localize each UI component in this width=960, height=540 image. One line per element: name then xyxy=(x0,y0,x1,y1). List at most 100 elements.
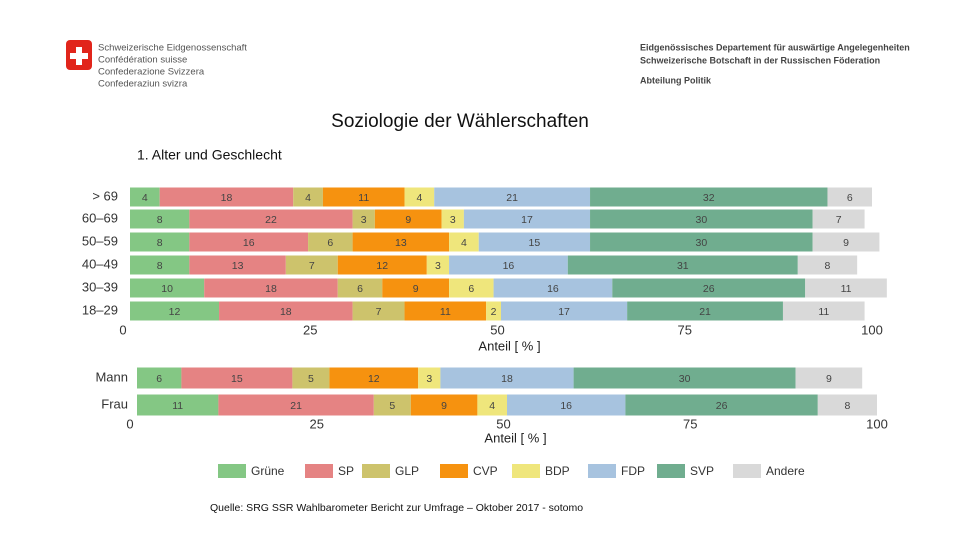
header-line: Schweizerische Eidgenossenschaft xyxy=(98,43,247,54)
value-label: 15 xyxy=(231,373,243,385)
value-label: 9 xyxy=(843,237,849,249)
value-label: 21 xyxy=(290,400,302,412)
bar-segment xyxy=(463,209,591,229)
x-tick-label: 25 xyxy=(310,416,324,431)
bar-segment xyxy=(189,255,286,275)
bar-segment xyxy=(337,255,427,275)
bar-segment xyxy=(204,278,338,298)
value-label: 3 xyxy=(450,214,456,226)
value-label: 4 xyxy=(142,192,148,204)
x-tick-label: 100 xyxy=(866,416,888,431)
value-label: 8 xyxy=(157,260,163,272)
header-line: Schweizerische Botschaft in der Russisch… xyxy=(640,55,880,65)
value-label: 7 xyxy=(376,306,382,318)
bar-segment xyxy=(501,301,628,321)
legend-label: GLP xyxy=(395,464,419,478)
bar-segment xyxy=(612,278,806,298)
bar-segment xyxy=(352,209,375,229)
legend-label: CVP xyxy=(473,464,498,478)
x-tick-label: 100 xyxy=(861,322,883,337)
value-label: 5 xyxy=(308,373,314,385)
bar-segment xyxy=(293,187,323,207)
bar-segment xyxy=(440,367,574,389)
value-label: 11 xyxy=(358,192,369,204)
value-label: 11 xyxy=(440,306,451,318)
value-label: 6 xyxy=(468,283,474,295)
category-label: Mann xyxy=(95,369,128,384)
bar-segment xyxy=(130,209,190,229)
header-line: Confederazione Svizzera xyxy=(98,67,205,78)
value-label: 2 xyxy=(491,306,497,318)
value-label: 17 xyxy=(521,214,533,226)
value-label: 6 xyxy=(327,237,333,249)
bar-segment xyxy=(627,301,783,321)
legend-swatch xyxy=(657,464,685,478)
x-tick-label: 0 xyxy=(126,416,133,431)
value-label: 13 xyxy=(395,237,407,249)
value-label: 9 xyxy=(405,214,411,226)
x-tick-label: 25 xyxy=(303,322,317,337)
legend-label: BDP xyxy=(545,464,570,478)
bar-segment xyxy=(426,255,450,275)
bar-segment xyxy=(795,367,863,389)
bar-segment xyxy=(507,394,626,416)
value-label: 30 xyxy=(695,237,707,249)
value-label: 11 xyxy=(172,400,183,412)
value-label: 16 xyxy=(243,237,255,249)
value-label: 16 xyxy=(547,283,559,295)
category-label: 30–39 xyxy=(82,279,118,294)
title: Soziologie der Wählerschaften xyxy=(331,111,589,132)
category-label: 40–49 xyxy=(82,256,118,271)
header-line: Confederaziun svizra xyxy=(98,79,188,90)
bar-segment xyxy=(625,394,818,416)
x-tick-label: 50 xyxy=(490,322,504,337)
bar-segment xyxy=(827,187,872,207)
bar-segment xyxy=(590,209,813,229)
value-label: 7 xyxy=(836,214,842,226)
legend-swatch xyxy=(440,464,468,478)
bar-segment xyxy=(292,367,330,389)
value-label: 10 xyxy=(161,283,173,295)
bar-segment xyxy=(337,278,383,298)
legend-label: Andere xyxy=(766,464,805,478)
category-label: 18–29 xyxy=(82,302,118,317)
bar-segment xyxy=(130,278,205,298)
bar-segment xyxy=(434,187,591,207)
value-label: 3 xyxy=(426,373,432,385)
bar-segment xyxy=(567,255,798,275)
bar-segment xyxy=(218,394,374,416)
x-axis-label: Anteil [ % ] xyxy=(478,338,540,353)
x-tick-label: 75 xyxy=(683,416,697,431)
legend-label: SVP xyxy=(690,464,714,478)
bar-segment xyxy=(329,367,419,389)
value-label: 26 xyxy=(716,400,728,412)
header-line: Abteilung Politik xyxy=(640,75,712,85)
bar-segment xyxy=(308,232,353,252)
legend-swatch xyxy=(362,464,390,478)
value-label: 3 xyxy=(361,214,367,226)
value-label: 18 xyxy=(221,192,233,204)
bar-segment xyxy=(130,301,220,321)
bar-segment xyxy=(382,278,450,298)
bar-segment xyxy=(137,394,219,416)
bar-segment xyxy=(189,209,353,229)
bar-segment xyxy=(486,301,501,321)
bar-segment xyxy=(352,232,450,252)
bar-segment xyxy=(159,187,294,207)
category-label: 60–69 xyxy=(82,210,118,225)
x-axis-label: Anteil [ % ] xyxy=(484,430,546,445)
value-label: 5 xyxy=(389,400,395,412)
value-label: 9 xyxy=(826,373,832,385)
value-label: 11 xyxy=(841,283,852,295)
legend-label: SP xyxy=(338,464,354,478)
bar-segment xyxy=(478,232,591,252)
value-label: 8 xyxy=(157,214,163,226)
value-label: 15 xyxy=(529,237,541,249)
bar-segment xyxy=(812,232,880,252)
bar-segment xyxy=(441,209,464,229)
bar-segment xyxy=(189,232,309,252)
header-line: Eidgenössisches Departement für auswärti… xyxy=(640,42,910,52)
value-label: 6 xyxy=(156,373,162,385)
value-label: 18 xyxy=(265,283,277,295)
